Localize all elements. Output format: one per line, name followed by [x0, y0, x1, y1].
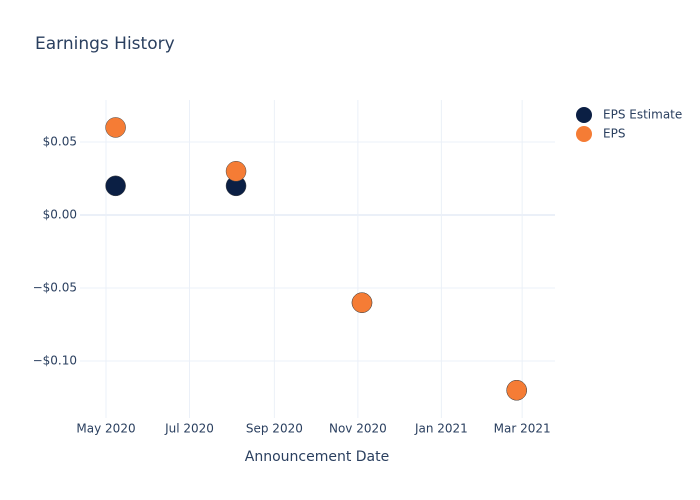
x-tick-label: Jan 2021: [414, 422, 468, 436]
legend-marker: [576, 126, 592, 142]
y-tick-label: $0.05: [43, 135, 77, 149]
chart-title: Earnings History: [35, 34, 175, 54]
legend-label: EPS Estimate: [603, 108, 682, 122]
x-tick-label: Sep 2020: [246, 422, 303, 436]
point: [506, 380, 527, 401]
point: [351, 292, 373, 313]
point: [225, 161, 247, 182]
y-tick-label: $0.00: [43, 208, 77, 222]
y-tick-label: −$0.10: [33, 354, 77, 368]
x-axis-title: Announcement Date: [245, 449, 389, 465]
y-tick-label: −$0.05: [33, 281, 77, 295]
point: [105, 117, 126, 138]
x-tick-label: May 2020: [76, 422, 135, 436]
point: [105, 175, 126, 197]
legend-marker: [576, 107, 592, 123]
x-tick-label: Jul 2020: [164, 422, 214, 436]
x-tick-label: Mar 2021: [494, 422, 551, 436]
x-tick-label: Nov 2020: [329, 422, 387, 436]
legend-label: EPS: [603, 127, 625, 141]
